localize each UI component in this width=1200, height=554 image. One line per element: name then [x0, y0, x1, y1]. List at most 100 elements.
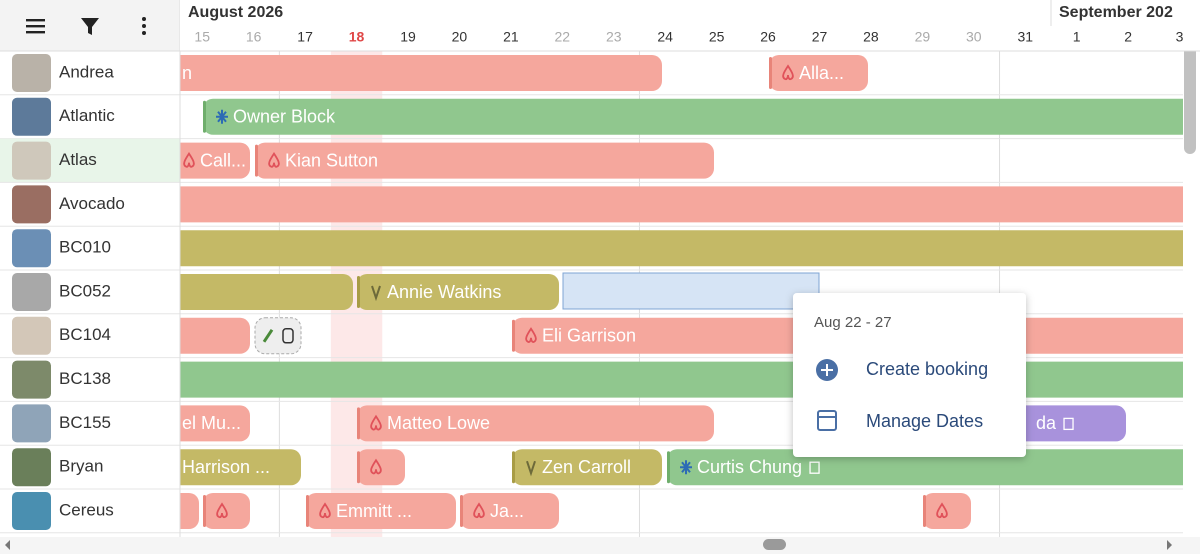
cleaning-task[interactable]	[254, 317, 302, 355]
calendar-icon	[817, 410, 837, 431]
day-label: 31	[1017, 29, 1033, 45]
vrbo-icon	[371, 285, 381, 302]
property-thumbnail	[12, 360, 51, 399]
doc-icon	[282, 328, 294, 344]
booking[interactable]: Harrison ...	[170, 449, 301, 486]
booking-label: Harrison ...	[182, 457, 270, 477]
booking-label: Kian Sutton	[285, 150, 378, 170]
filter-button[interactable]	[81, 18, 99, 35]
booking-bar	[460, 493, 559, 529]
property-thumbnail	[12, 448, 51, 487]
booking[interactable]: Kian Sutton	[255, 142, 714, 179]
property-name[interactable]: BC138	[59, 369, 111, 388]
vertical-scrollbar[interactable]	[1184, 22, 1196, 154]
booking-bar	[769, 55, 868, 91]
booking-label: da	[1036, 413, 1057, 433]
airbnb-icon	[370, 414, 382, 431]
property-name[interactable]: BC052	[59, 281, 111, 300]
booking-bar	[180, 405, 250, 442]
booking-edge	[357, 451, 360, 484]
property-name[interactable]: BC104	[59, 325, 111, 344]
booking-label: Call...	[200, 150, 246, 170]
booking[interactable]	[170, 274, 353, 310]
booking-bar	[180, 274, 353, 310]
booking[interactable]: Ja...	[460, 493, 559, 529]
property-thumbnail	[12, 141, 51, 180]
airbnb-icon	[370, 458, 382, 475]
booking-bar	[203, 98, 1183, 135]
booking-bar	[180, 361, 1183, 398]
property-name[interactable]: Cereus	[59, 500, 114, 519]
booking[interactable]: Alla...	[769, 55, 868, 91]
day-label: 20	[452, 29, 468, 45]
booking[interactable]: Annie Watkins	[357, 274, 559, 310]
booking-edge	[170, 188, 173, 220]
property-thumbnail	[12, 316, 51, 355]
booking[interactable]	[203, 493, 250, 529]
booking-edge	[170, 451, 173, 483]
note-icon	[809, 461, 820, 474]
booking-bar	[180, 186, 1183, 223]
property-thumbnail	[12, 492, 51, 530]
property-thumbnail	[12, 229, 51, 268]
day-label: 16	[246, 29, 262, 45]
booking-edge	[170, 276, 173, 308]
popup-action[interactable]: Create booking	[866, 359, 988, 379]
booking[interactable]	[170, 317, 250, 354]
property-name[interactable]: Avocado	[59, 194, 125, 213]
property-thumbnail	[12, 185, 51, 224]
booking[interactable]	[170, 361, 1200, 398]
booking[interactable]	[170, 186, 1200, 223]
booking-edge	[255, 144, 258, 177]
owner-icon	[216, 109, 228, 124]
property-name[interactable]: Bryan	[59, 457, 103, 476]
booking-bar	[357, 274, 559, 310]
booking-edge	[512, 451, 515, 484]
booking[interactable]: Call...	[170, 142, 250, 179]
property-thumbnail	[12, 97, 51, 136]
booking[interactable]: Curtis Chung	[667, 449, 1200, 486]
booking-edge	[357, 276, 360, 308]
popup-menu	[793, 293, 1026, 457]
property-name[interactable]: Atlas	[59, 150, 97, 169]
booking[interactable]	[923, 493, 971, 529]
booking[interactable]: Owner Block	[203, 98, 1200, 135]
popup-dates: Aug 22 - 27	[814, 314, 892, 331]
booking[interactable]: n	[170, 55, 662, 91]
booking[interactable]: el Mu...	[170, 405, 250, 442]
popup-action[interactable]: Manage Dates	[866, 411, 983, 431]
booking-label: Annie Watkins	[387, 282, 501, 302]
booking-edge	[460, 495, 463, 527]
scroll-right[interactable]	[1167, 540, 1172, 550]
booking[interactable]	[170, 230, 1200, 267]
booking[interactable]	[170, 493, 199, 529]
note-icon	[1063, 417, 1074, 431]
property-name[interactable]: BC010	[59, 238, 111, 257]
menu-button[interactable]	[26, 19, 45, 34]
scroll-left[interactable]	[5, 540, 10, 550]
booking-edge	[203, 100, 206, 133]
airbnb-icon	[183, 151, 195, 168]
property-name[interactable]: Atlantic	[59, 106, 115, 125]
booking-label: Zen Carroll	[542, 457, 631, 477]
date-header	[180, 0, 1200, 51]
day-label: 21	[503, 29, 519, 45]
property-name[interactable]: Andrea	[59, 62, 114, 81]
day-label: 22	[555, 29, 571, 45]
booking-edge	[357, 407, 360, 440]
day-label: 17	[297, 29, 313, 45]
vrbo-icon	[526, 460, 536, 477]
property-name[interactable]: BC155	[59, 413, 111, 432]
booking[interactable]: Emmitt ...	[306, 493, 456, 529]
booking[interactable]: Zen Carroll	[512, 449, 662, 486]
booking-edge	[170, 320, 173, 352]
more-button[interactable]	[142, 17, 146, 35]
booking-edge	[667, 451, 670, 484]
booking[interactable]	[357, 449, 405, 486]
booking-edge	[170, 57, 173, 89]
booking[interactable]: Matteo Lowe	[357, 405, 714, 442]
booking-edge	[512, 319, 515, 352]
airbnb-icon	[936, 502, 948, 519]
horizontal-scrollbar[interactable]	[763, 539, 786, 550]
